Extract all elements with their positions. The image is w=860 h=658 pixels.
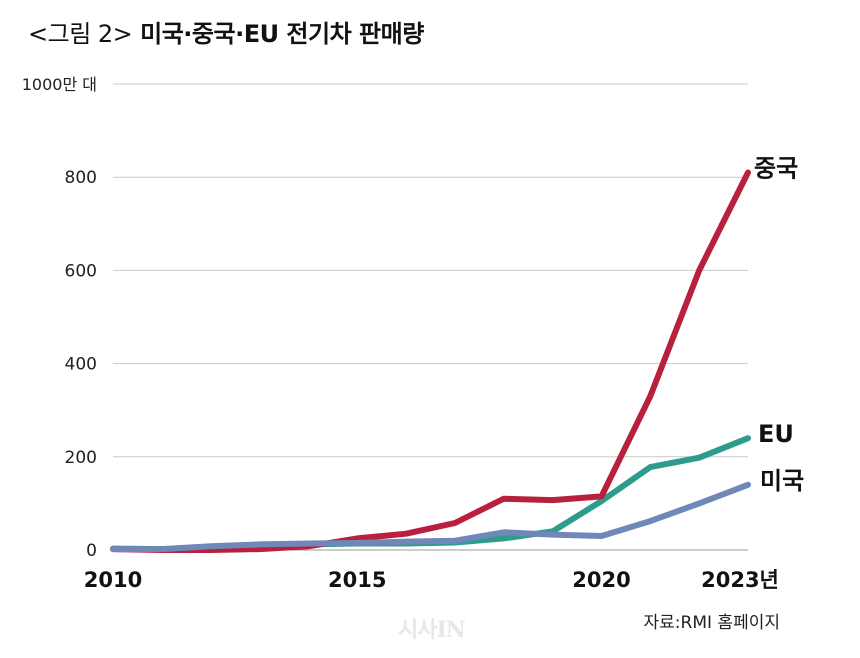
y-tick-label: 0 xyxy=(86,541,97,561)
x-tick-label: 2023년 xyxy=(701,568,779,592)
y-tick-label: 600 xyxy=(65,261,97,281)
title-prefix: <그림 2> xyxy=(28,20,133,48)
y-tick-label: 800 xyxy=(65,168,97,188)
y-tick-label: 400 xyxy=(65,355,97,375)
y-axis-unit-label: 1000만 대 xyxy=(22,75,97,94)
x-tick-label: 2010 xyxy=(84,568,142,592)
series-label: EU xyxy=(758,420,794,448)
series-label: 미국 xyxy=(760,467,804,495)
title-main: 미국·중국·EU 전기차 판매량 xyxy=(140,20,424,48)
x-tick-label: 2015 xyxy=(328,568,386,592)
chart-title: <그림 2> 미국·중국·EU 전기차 판매량 xyxy=(28,14,424,49)
series-line-미국 xyxy=(110,481,751,553)
series-label: 중국 xyxy=(754,155,798,183)
watermark: 시사IN xyxy=(398,617,466,643)
x-tick-label: 2020 xyxy=(572,568,630,592)
series-line-중국 xyxy=(110,169,751,553)
series-line-EU xyxy=(110,435,751,553)
y-tick-label: 200 xyxy=(65,448,97,468)
source-note: 자료:RMI 홈페이지 xyxy=(643,613,780,633)
